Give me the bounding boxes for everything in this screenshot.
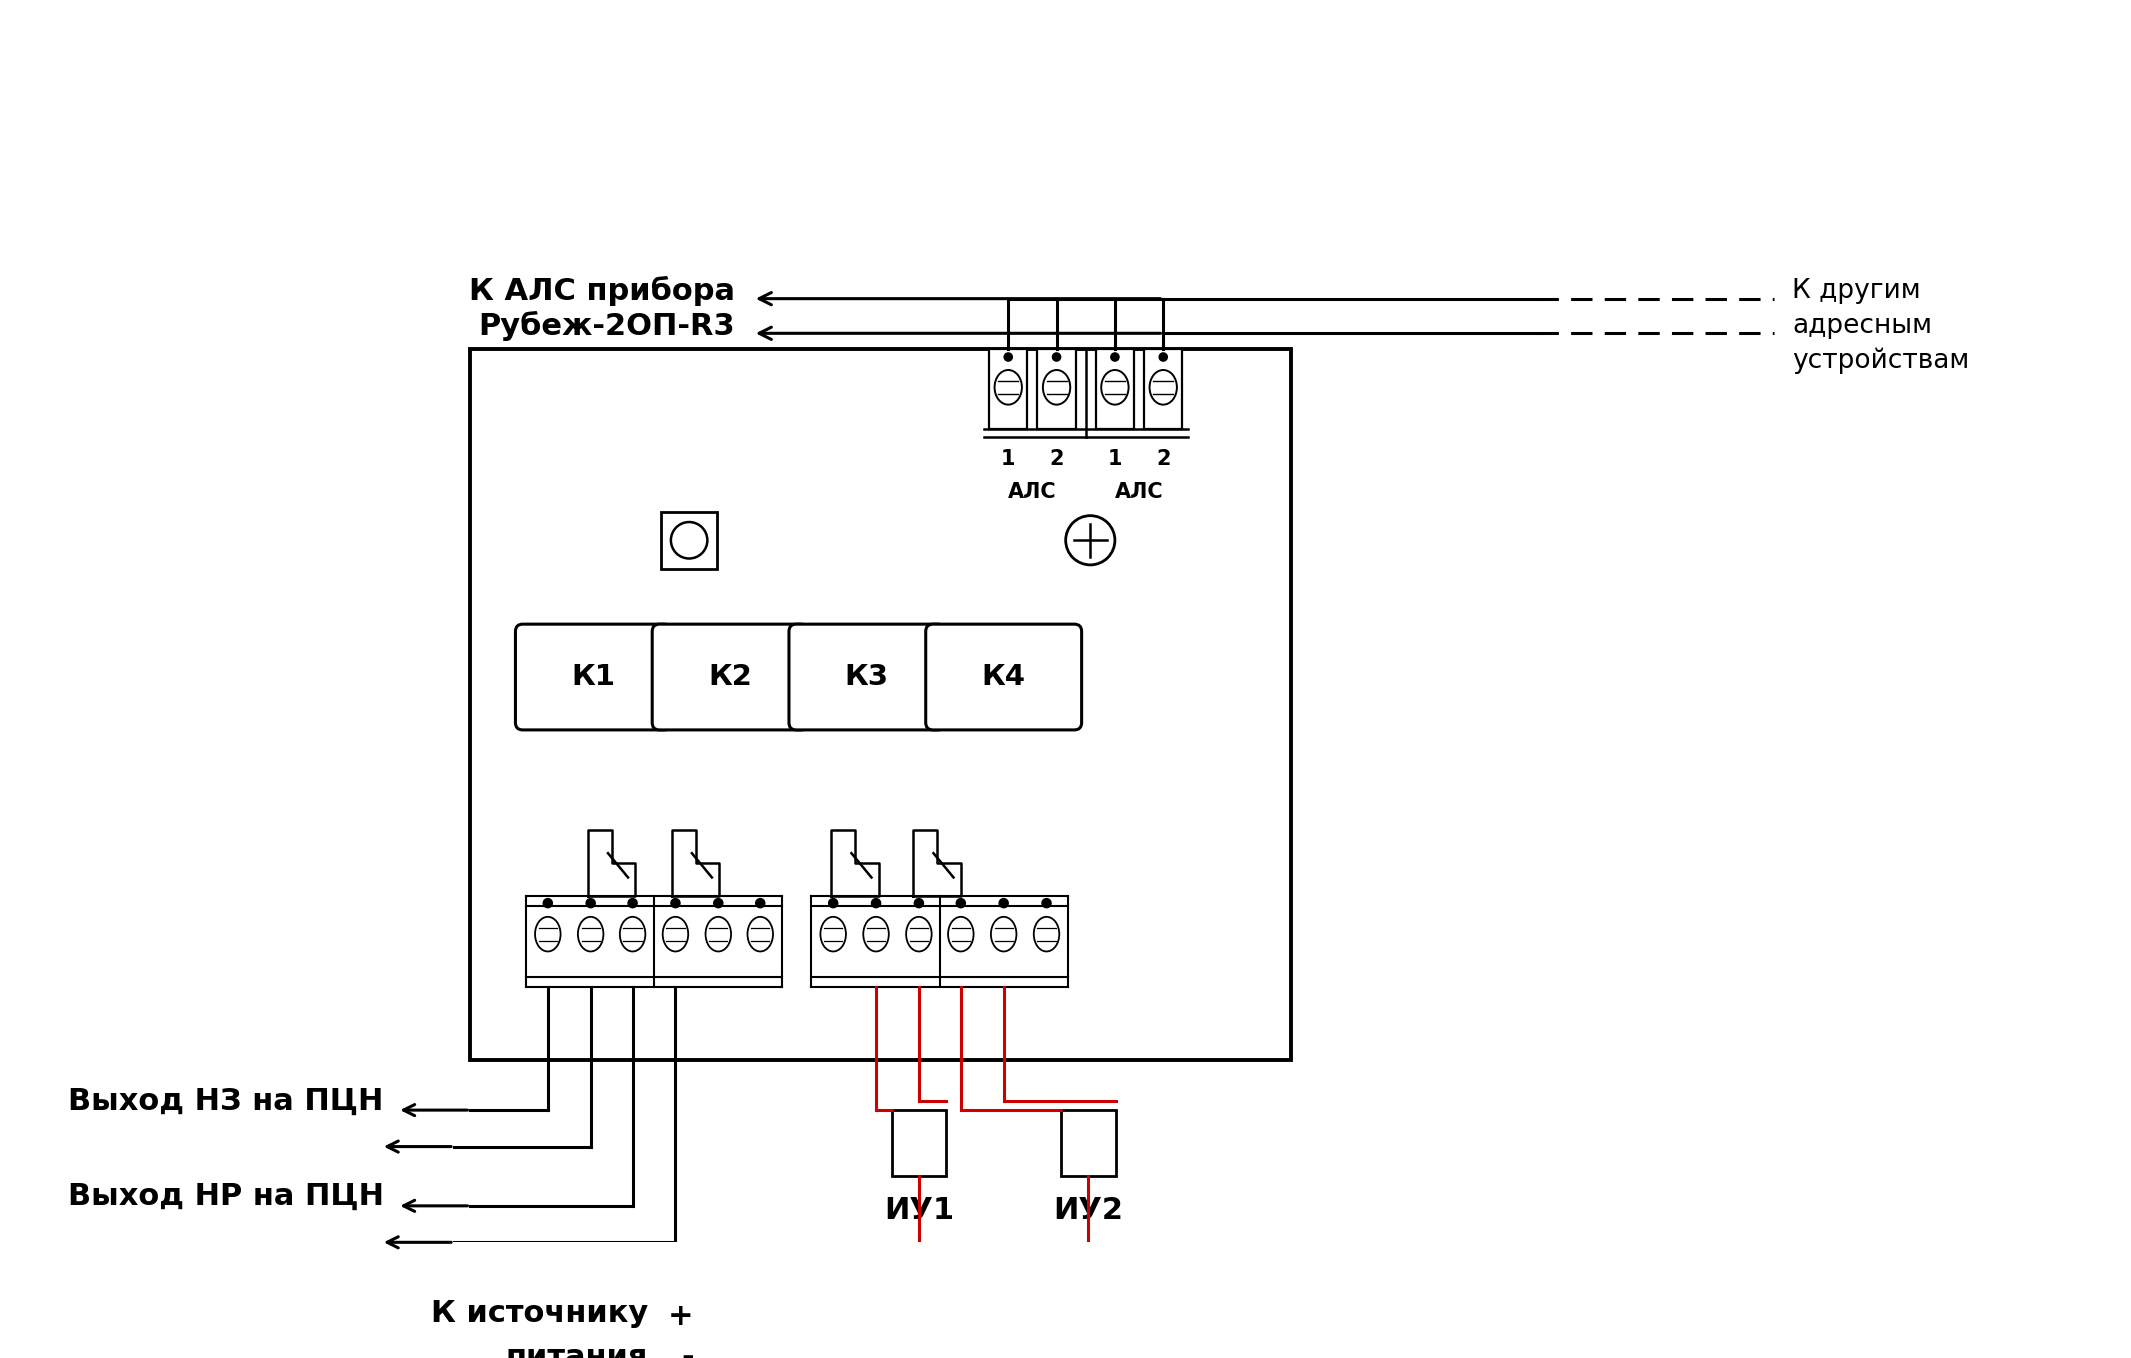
Ellipse shape xyxy=(578,917,603,952)
Circle shape xyxy=(914,899,923,907)
Ellipse shape xyxy=(1102,369,1129,405)
Text: адресным: адресным xyxy=(1792,312,1933,340)
Ellipse shape xyxy=(1034,917,1059,952)
Bar xyxy=(1061,1109,1117,1176)
Text: К4: К4 xyxy=(982,663,1025,691)
Text: К1: К1 xyxy=(571,663,616,691)
Text: устройствам: устройствам xyxy=(1792,348,1969,373)
Circle shape xyxy=(671,899,680,907)
Circle shape xyxy=(543,899,552,907)
Bar xyxy=(1038,349,1076,429)
Circle shape xyxy=(1080,1357,1097,1358)
Bar xyxy=(1095,349,1134,429)
Circle shape xyxy=(1042,899,1051,907)
Text: ИУ2: ИУ2 xyxy=(1053,1196,1123,1225)
Circle shape xyxy=(671,521,707,558)
Circle shape xyxy=(1066,516,1115,565)
Circle shape xyxy=(1053,353,1061,361)
Text: Выход НЗ на ПЦН: Выход НЗ на ПЦН xyxy=(68,1086,384,1115)
Text: 2: 2 xyxy=(1155,449,1170,469)
Circle shape xyxy=(714,899,722,907)
FancyBboxPatch shape xyxy=(925,625,1083,729)
Text: К АЛС прибора: К АЛС прибора xyxy=(469,276,735,307)
Text: К2: К2 xyxy=(707,663,752,691)
Circle shape xyxy=(757,899,765,907)
Text: +: + xyxy=(667,1302,695,1331)
Ellipse shape xyxy=(705,917,731,952)
Text: ИУ1: ИУ1 xyxy=(884,1196,955,1225)
Text: -: - xyxy=(682,1343,695,1358)
Circle shape xyxy=(872,899,880,907)
Ellipse shape xyxy=(663,917,688,952)
Bar xyxy=(661,512,718,569)
Text: Выход НР на ПЦН: Выход НР на ПЦН xyxy=(68,1183,384,1211)
FancyBboxPatch shape xyxy=(788,625,944,729)
Circle shape xyxy=(957,899,965,907)
Text: 2: 2 xyxy=(1048,449,1063,469)
Ellipse shape xyxy=(820,917,846,952)
Ellipse shape xyxy=(906,917,931,952)
Text: К другим: К другим xyxy=(1792,278,1920,304)
Ellipse shape xyxy=(995,369,1023,405)
Circle shape xyxy=(629,899,637,907)
Circle shape xyxy=(1004,353,1012,361)
Text: питания: питания xyxy=(505,1343,648,1358)
Text: 1: 1 xyxy=(1108,449,1123,469)
FancyBboxPatch shape xyxy=(652,625,808,729)
Ellipse shape xyxy=(948,917,974,952)
Text: АЛС: АЛС xyxy=(1115,482,1164,502)
Bar xyxy=(471,349,1291,1061)
Ellipse shape xyxy=(748,917,774,952)
Ellipse shape xyxy=(535,917,560,952)
Circle shape xyxy=(586,899,595,907)
FancyBboxPatch shape xyxy=(516,625,671,729)
Ellipse shape xyxy=(620,917,646,952)
Circle shape xyxy=(1110,353,1119,361)
Circle shape xyxy=(1159,353,1168,361)
Ellipse shape xyxy=(863,917,889,952)
Text: К источнику: К источнику xyxy=(430,1300,648,1328)
Bar xyxy=(891,1109,946,1176)
Text: К3: К3 xyxy=(844,663,889,691)
Text: АЛС: АЛС xyxy=(1008,482,1057,502)
Circle shape xyxy=(999,899,1008,907)
Circle shape xyxy=(910,1316,927,1334)
Text: Рубеж-2ОП-R3: Рубеж-2ОП-R3 xyxy=(477,311,735,341)
Text: 1: 1 xyxy=(1002,449,1016,469)
Bar xyxy=(989,349,1027,429)
Ellipse shape xyxy=(991,917,1016,952)
Ellipse shape xyxy=(1149,369,1176,405)
Ellipse shape xyxy=(1042,369,1070,405)
Circle shape xyxy=(829,899,837,907)
Bar xyxy=(1144,349,1183,429)
